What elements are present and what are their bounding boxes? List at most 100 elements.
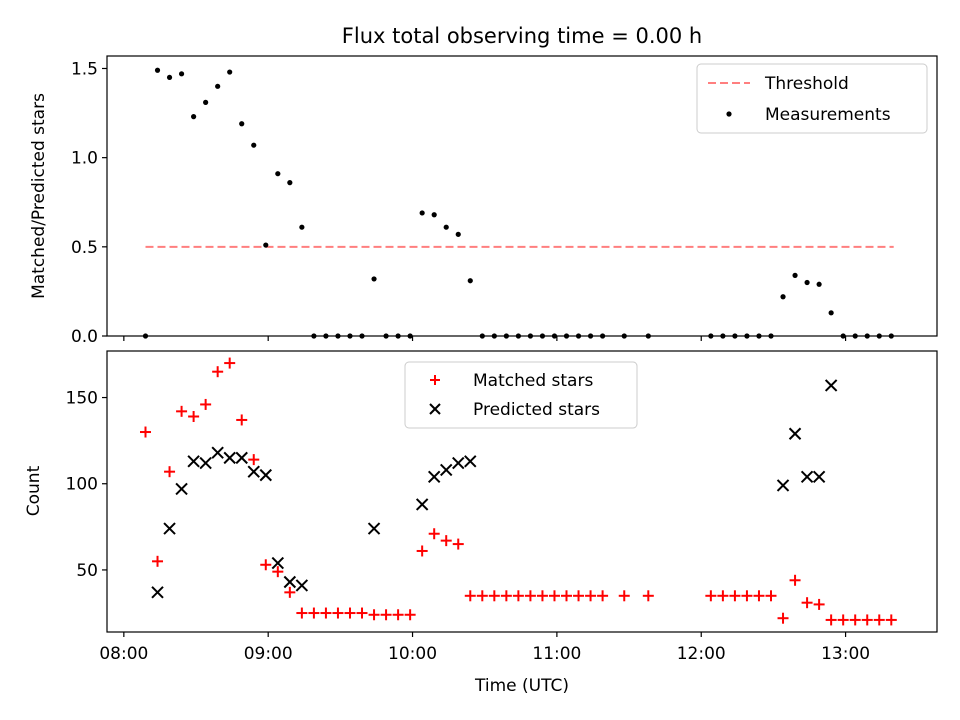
matched-stars-point	[344, 607, 356, 619]
measurements-point	[275, 171, 281, 177]
measurements-point	[371, 276, 377, 282]
x-tick-label: 08:00	[99, 644, 148, 664]
matched-stars-point	[753, 590, 765, 602]
matched-stars-point	[152, 555, 164, 567]
measurements-point	[792, 272, 798, 278]
measurements-point	[203, 99, 209, 105]
matched-stars-point	[440, 535, 452, 547]
matched-stars-point	[777, 612, 789, 624]
matched-stars-point	[885, 614, 897, 626]
measurements-legend-swatch	[726, 111, 732, 117]
predicted-legend-label: Predicted stars	[473, 400, 600, 420]
matched-stars-point	[512, 590, 524, 602]
matched-stars-point	[224, 357, 236, 369]
measurements-point	[287, 180, 293, 186]
predicted-stars-point	[283, 575, 297, 589]
matched-stars-point	[464, 590, 476, 602]
matched-stars-point	[404, 609, 416, 621]
matched-stars-point	[139, 426, 151, 438]
matched-stars-point	[176, 405, 188, 417]
matched-stars-point	[861, 614, 873, 626]
measurements-point	[251, 142, 257, 148]
measurements-point	[816, 281, 822, 287]
predicted-stars-point	[187, 455, 200, 468]
matched-stars-point	[825, 614, 837, 626]
matched-stars-point	[741, 590, 753, 602]
matched-stars-point	[236, 414, 248, 426]
bottom-y-tick-label: 50	[76, 561, 98, 581]
matched-stars-point	[765, 590, 777, 602]
predicted-stars-point	[211, 446, 224, 459]
measurements-point	[443, 224, 449, 230]
predicted-stars-point	[235, 451, 248, 465]
x-tick-label: 13:00	[821, 644, 870, 664]
x-tick-label: 11:00	[532, 644, 581, 664]
matched-stars-point	[524, 590, 536, 602]
matched-stars-point	[296, 607, 308, 619]
matched-stars-point	[548, 590, 560, 602]
measurements-point	[178, 71, 185, 77]
matched-stars-point	[392, 609, 404, 621]
matched-stars-point	[416, 545, 428, 557]
chart-title: Flux total observing time = 0.00 h	[342, 24, 702, 48]
bottom-legend: Matched stars Predicted stars	[404, 361, 638, 429]
matched-stars-point	[488, 590, 500, 602]
predicted-stars-point	[464, 455, 477, 468]
measurements-point	[804, 279, 810, 286]
matched-stars-point	[705, 590, 717, 602]
measurements-point	[467, 278, 473, 284]
matched-stars-point	[873, 614, 885, 626]
top-y-tick-label: 0.0	[71, 327, 98, 347]
x-axis-label: Time (UTC)	[474, 676, 569, 696]
measurements-point	[215, 83, 221, 89]
matched-stars-point	[164, 466, 176, 478]
matched-stars-point	[368, 609, 380, 621]
matched-stars-point	[801, 597, 813, 609]
matched-stars-point	[200, 398, 212, 410]
matched-stars-point	[380, 609, 392, 621]
predicted-stars-point	[151, 586, 164, 599]
predicted-stars-point	[415, 498, 429, 511]
matched-stars-point	[500, 590, 512, 602]
top-y-axis-label: Matched/Predicted stars	[29, 93, 49, 299]
measurements-point	[780, 294, 786, 300]
top-panel: 0.0 0.5 1.0 1.5 Matched/Predicted stars Thr…	[29, 55, 938, 347]
matched-stars-point	[284, 586, 296, 598]
matched-stars-point	[332, 607, 344, 619]
matched-legend-label: Matched stars	[473, 371, 593, 391]
bottom-y-tick-label: 100	[66, 475, 98, 495]
measurements-point	[455, 231, 461, 237]
predicted-stars-point	[223, 451, 236, 465]
top-plot-frame	[106, 55, 938, 337]
predicted-stars-point	[367, 522, 381, 535]
top-y-tick-label: 1.5	[71, 59, 98, 79]
matched-stars-point	[188, 411, 200, 423]
predicted-stars-point	[259, 468, 272, 482]
measurements-point	[419, 210, 425, 216]
x-tick-label: 09:00	[244, 644, 293, 664]
matched-stars-point	[428, 528, 440, 540]
bottom-y-axis-label: Count	[24, 465, 44, 516]
matched-stars-point	[320, 607, 332, 619]
measurements-point	[828, 310, 834, 316]
predicted-stars-point	[440, 463, 453, 477]
matched-stars-point	[597, 590, 609, 602]
threshold-legend-label: Threshold	[764, 74, 849, 94]
top-y-tick-label: 1.0	[71, 149, 98, 169]
matched-stars-point	[642, 590, 654, 602]
predicted-stars-point	[800, 470, 814, 484]
top-legend-box	[696, 63, 928, 134]
matched-stars-point	[536, 590, 548, 602]
measurements-point	[191, 114, 197, 120]
matched-stars-point	[618, 590, 630, 602]
matched-stars-point	[789, 574, 801, 586]
predicted-legend-swatch	[429, 403, 441, 415]
predicted-stars-point	[199, 456, 212, 470]
predicted-stars-point	[452, 456, 465, 470]
measurements-point	[227, 69, 233, 75]
predicted-stars-point	[812, 470, 826, 484]
measurements-point	[263, 242, 269, 248]
matched-stars-point	[717, 590, 729, 602]
matched-stars-point	[476, 590, 488, 602]
